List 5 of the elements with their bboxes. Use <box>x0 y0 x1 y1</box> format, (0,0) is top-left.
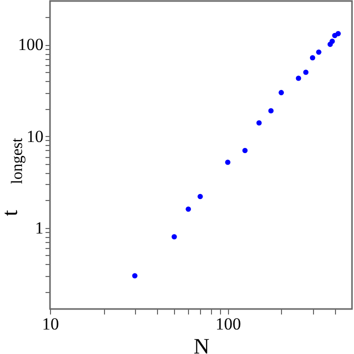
y-tick-label: 10 <box>26 126 44 146</box>
y-tick-label: 100 <box>18 35 44 54</box>
x-axis-title: N <box>194 334 210 354</box>
y-tick-label: 1 <box>35 218 44 238</box>
y-axis-title: tlongest <box>0 137 26 216</box>
